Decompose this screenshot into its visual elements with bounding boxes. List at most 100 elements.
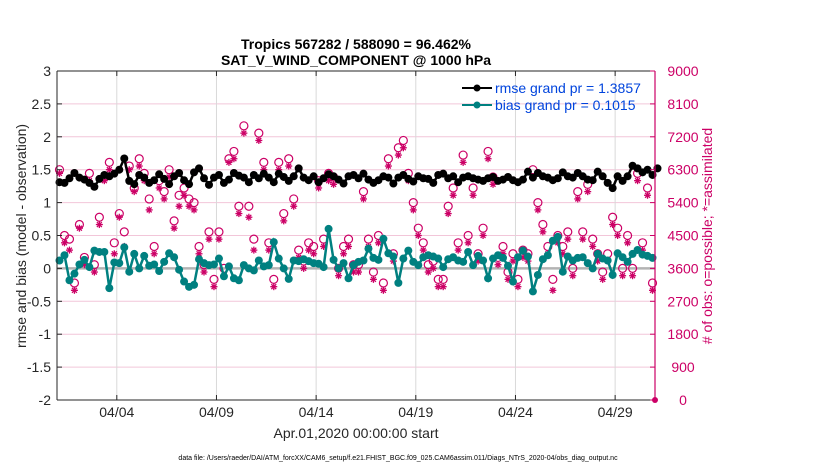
possible-obs-marker xyxy=(259,157,269,167)
rmse-point xyxy=(214,170,223,179)
assimilated-obs-marker xyxy=(359,195,367,203)
rmse-point xyxy=(195,164,204,173)
bias-point xyxy=(558,267,567,276)
assimilated-obs-marker xyxy=(539,228,547,236)
possible-obs-marker xyxy=(398,135,408,146)
assimilated-obs-marker xyxy=(130,188,138,196)
bias-point xyxy=(135,264,144,273)
rmse-point xyxy=(175,168,184,177)
assimilated-obs-marker xyxy=(160,195,168,203)
assimilated-obs-marker xyxy=(439,283,447,291)
assimilated-obs-marker xyxy=(579,235,587,243)
possible-obs-marker xyxy=(642,183,653,193)
assimilated-obs-marker xyxy=(110,250,118,258)
bias-point xyxy=(583,259,592,268)
possible-obs-marker xyxy=(274,157,284,167)
bias-point xyxy=(513,253,522,262)
y-right-tick-label: 3600 xyxy=(667,260,698,276)
assimilated-obs-marker xyxy=(190,206,198,214)
bias-point xyxy=(100,247,109,256)
assimilated-obs-marker xyxy=(454,246,462,254)
y-right-tick-label: 1800 xyxy=(667,326,698,342)
rmse-series xyxy=(55,154,662,193)
x-tick-label: 04/29 xyxy=(598,404,633,420)
assimilated-obs-marker xyxy=(310,250,318,258)
assimilated-obs-marker xyxy=(419,246,427,254)
data-file-footer: data file: /Users/raeder/DAI/ATM_forcXX/… xyxy=(178,455,618,462)
bias-point xyxy=(608,270,617,279)
y-tick-label: -1.5 xyxy=(27,359,51,375)
x-tick-label: 04/04 xyxy=(99,404,134,420)
possible-obs-marker xyxy=(229,146,239,157)
possible-obs-marker xyxy=(84,168,94,178)
rmse-point xyxy=(643,165,652,174)
possible-obs-marker xyxy=(279,208,289,219)
assimilated-obs-marker xyxy=(384,162,392,170)
possible-obs-marker xyxy=(194,241,204,252)
rmse-point xyxy=(384,173,393,182)
assimilated-obs-marker xyxy=(379,286,387,294)
rmse-point xyxy=(588,176,597,185)
bias-point xyxy=(479,256,488,265)
bias-point xyxy=(399,254,408,263)
assimilated-obs-marker xyxy=(185,202,193,210)
possible-obs-marker xyxy=(104,157,114,167)
possible-obs-marker xyxy=(204,227,214,237)
possible-obs-marker xyxy=(378,278,389,288)
bias-point xyxy=(374,255,383,264)
bias-point xyxy=(543,251,552,260)
bias-point xyxy=(209,260,218,269)
possible-obs-marker xyxy=(548,274,558,284)
bias-point xyxy=(115,259,124,268)
rmse-point xyxy=(160,174,169,183)
possible-obs-marker xyxy=(637,238,648,248)
bias-point xyxy=(578,253,587,262)
assimilated-obs-marker xyxy=(494,261,502,269)
assimilated-obs-marker xyxy=(374,239,382,247)
assimilated-obs-marker xyxy=(145,206,153,214)
bias-point xyxy=(120,243,129,252)
bias-point xyxy=(170,253,179,262)
assimilated-obs-marker xyxy=(345,242,353,250)
x-tick-label: 04/19 xyxy=(398,404,433,420)
possible-obs-marker xyxy=(468,183,478,193)
bias-point xyxy=(284,274,293,283)
assimilated-obs-marker xyxy=(444,210,452,218)
rmse-point xyxy=(204,180,213,189)
bias-point xyxy=(70,269,79,278)
bias-point xyxy=(623,257,632,266)
bias-point xyxy=(434,254,443,263)
assimilated-obs-marker xyxy=(479,232,487,239)
assimilated-obs-marker xyxy=(394,151,402,159)
rmse-point xyxy=(65,174,74,183)
rmse-point xyxy=(269,178,278,187)
rmse-point xyxy=(150,176,159,185)
y-right-tick-label: 2700 xyxy=(667,293,698,309)
assimilated-obs-marker xyxy=(464,239,472,247)
bias-point xyxy=(364,244,373,253)
assimilated-obs-marker xyxy=(624,239,632,247)
assimilated-obs-marker xyxy=(369,275,377,283)
assimilated-obs-marker xyxy=(534,206,542,214)
bias-point xyxy=(484,274,493,283)
assimilated-obs-marker xyxy=(115,213,123,221)
tick-layer: 32.521.510.50-0.5-1-1.5-2900081007200630… xyxy=(27,63,699,420)
rmse-point xyxy=(598,172,607,181)
rmse-point xyxy=(429,178,438,187)
bias-point xyxy=(528,287,537,296)
assimilated-obs-marker xyxy=(200,268,208,276)
bias-point xyxy=(533,270,542,279)
rmse-point xyxy=(518,175,527,184)
assimilated-obs-marker xyxy=(155,184,163,192)
possible-obs-marker xyxy=(149,241,159,252)
rmse-point xyxy=(553,174,562,183)
assimilated-obs-marker xyxy=(70,286,78,294)
x-tick-label: 04/24 xyxy=(498,404,533,420)
assimilated-obs-marker xyxy=(484,155,492,163)
y-tick-label: -2 xyxy=(39,392,52,408)
assimilated-obs-marker xyxy=(569,272,577,280)
possible-obs-marker xyxy=(234,201,244,211)
bias-point xyxy=(324,224,333,233)
bias-point xyxy=(80,255,89,264)
bias-point xyxy=(219,272,228,281)
